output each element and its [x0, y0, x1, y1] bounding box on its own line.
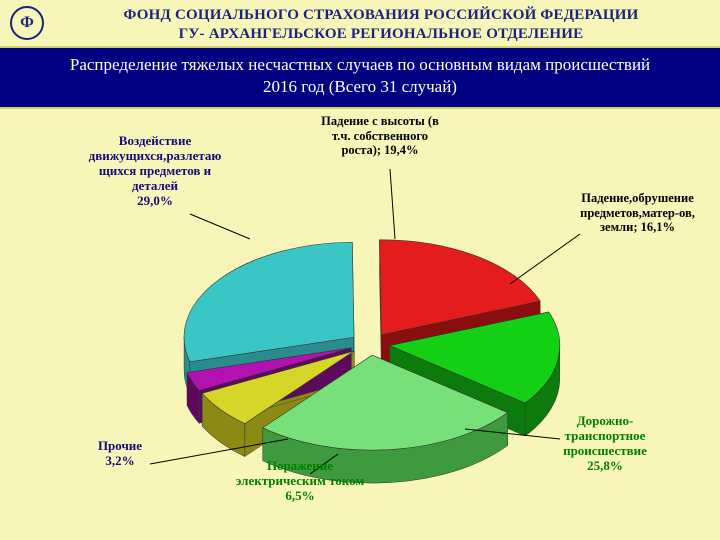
org-logo-icon: Ф: [10, 6, 44, 40]
pie-slice-label: Дорожно-транспортноепроисшествие25,8%: [520, 414, 690, 474]
chart-title-line-2: 2016 год (Всего 31 случай): [12, 76, 708, 99]
chart-title-line-1: Распределение тяжелых несчастных случаев…: [12, 54, 708, 77]
pie-slice-label: Поражениеэлектрическим током6,5%: [210, 459, 390, 504]
org-line-1: ФОНД СОЦИАЛЬНОГО СТРАХОВАНИЯ РОССИЙСКОЙ …: [52, 6, 710, 25]
leader-line: [190, 214, 250, 239]
pie-slice-label: Прочие3,2%: [75, 439, 165, 469]
leader-line: [390, 169, 395, 239]
org-name: ФОНД СОЦИАЛЬНОГО СТРАХОВАНИЯ РОССИЙСКОЙ …: [52, 6, 710, 44]
pie-slice-label: Падение с высоты (вт.ч. собственногорост…: [290, 114, 470, 157]
pie-chart-3d: Воздействиедвижущихся,разлетающихся пред…: [0, 109, 720, 539]
leader-line: [510, 234, 580, 284]
pie-slice-label: Воздействиедвижущихся,разлетающихся пред…: [55, 134, 255, 209]
chart-title-band: Распределение тяжелых несчастных случаев…: [0, 46, 720, 110]
header: Ф ФОНД СОЦИАЛЬНОГО СТРАХОВАНИЯ РОССИЙСКО…: [0, 0, 720, 46]
pie-slice-label: Падение,обрушениепредметов,матер-ов,земл…: [555, 191, 720, 234]
org-line-2: ГУ- АРХАНГЕЛЬСКОЕ РЕГИОНАЛЬНОЕ ОТДЕЛЕНИЕ: [52, 25, 710, 44]
page-root: Ф ФОНД СОЦИАЛЬНОГО СТРАХОВАНИЯ РОССИЙСКО…: [0, 0, 720, 540]
